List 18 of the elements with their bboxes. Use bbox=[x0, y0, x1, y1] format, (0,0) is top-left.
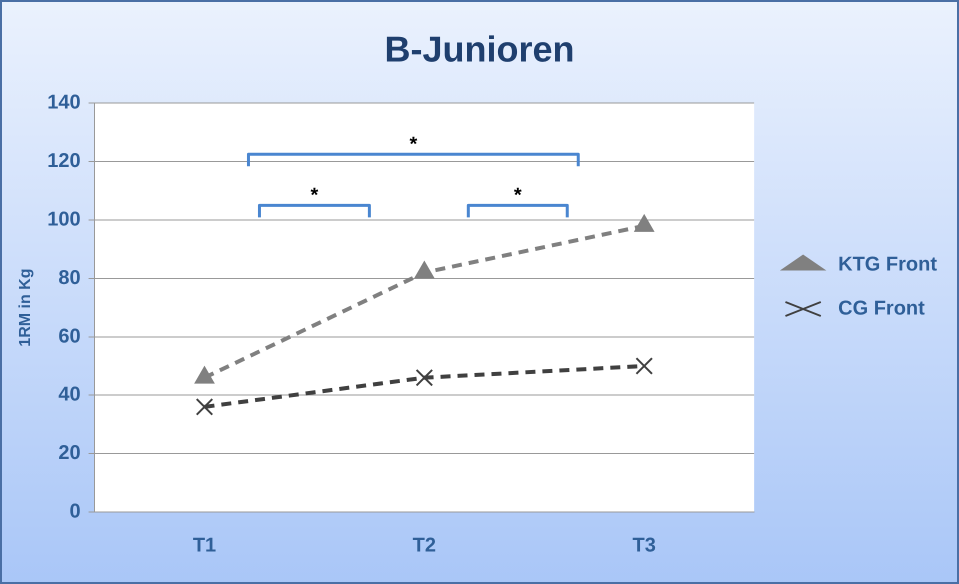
legend-label: KTG Front bbox=[838, 254, 938, 276]
x-tick-label: T3 bbox=[632, 534, 656, 557]
annotation: * bbox=[409, 133, 418, 156]
y-tick-label: 80 bbox=[58, 266, 81, 289]
x-tick-label: T2 bbox=[412, 534, 436, 557]
annotation: * bbox=[514, 184, 522, 206]
y-tick-label: 100 bbox=[47, 208, 81, 231]
y-tick-label: 60 bbox=[58, 325, 81, 348]
y-tick-label: 20 bbox=[58, 442, 81, 464]
y-tick-label: 0 bbox=[69, 500, 81, 523]
x-tick-label: T1 bbox=[192, 534, 216, 557]
y-tick-label: 120 bbox=[47, 150, 81, 172]
y-tick-label: 40 bbox=[58, 384, 81, 406]
chart-title: B-Junioren bbox=[384, 28, 575, 70]
y-tick-label: 140 bbox=[47, 92, 81, 114]
legend-label: CG Front bbox=[838, 298, 926, 320]
annotation: * bbox=[310, 184, 319, 206]
y-axis-title: 1RM in Kg bbox=[17, 268, 34, 347]
